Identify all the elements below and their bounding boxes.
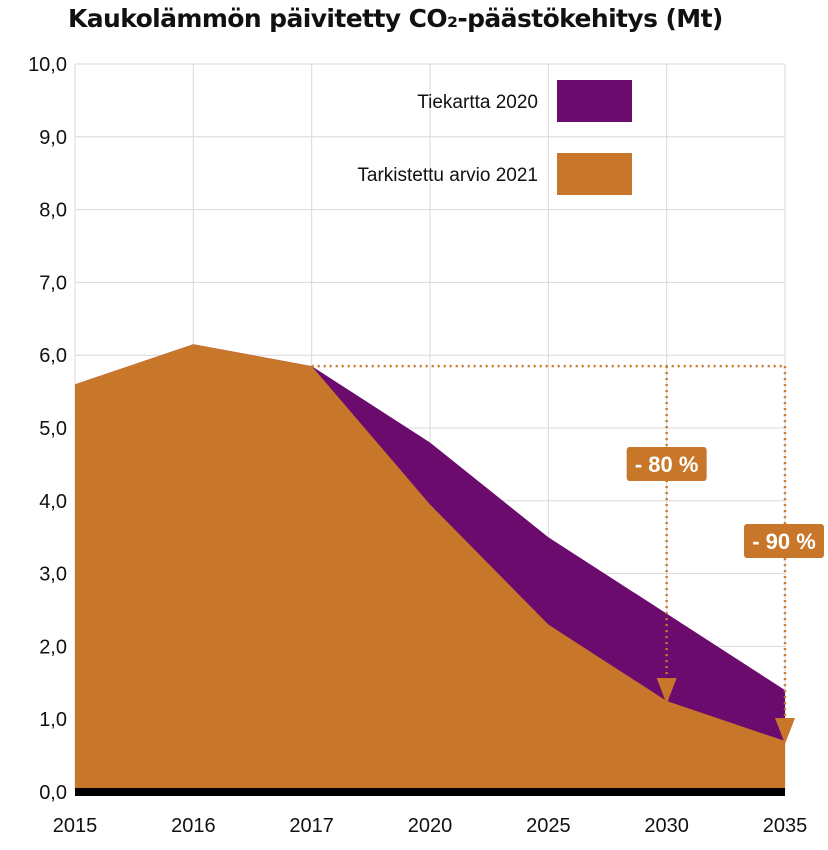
- y-tick-label: 7,0: [39, 272, 67, 294]
- reduction-badge-label: - 80 %: [635, 452, 699, 477]
- y-tick-label: 10,0: [28, 54, 67, 76]
- y-tick-label: 4,0: [39, 491, 67, 513]
- y-tick-label: 2,0: [39, 636, 67, 658]
- reduction-arrow-head: [775, 718, 795, 745]
- x-axis-baseline: [75, 788, 785, 796]
- x-tick-label: 2030: [644, 815, 689, 837]
- area-series: [75, 344, 785, 792]
- legend-swatch: [557, 153, 632, 195]
- legend: Tiekartta 2020 Tarkistettu arvio 2021: [357, 80, 632, 195]
- x-tick-label: 2025: [526, 815, 571, 837]
- reduction-badge: [626, 447, 707, 481]
- legend-swatch: [557, 80, 632, 122]
- y-tick-label: 6,0: [39, 345, 67, 367]
- annotations: - 80 % - 90 %: [311, 364, 824, 745]
- legend-label: Tarkistettu arvio 2021: [357, 165, 538, 186]
- y-tick-label: 0,0: [39, 782, 67, 804]
- y-tick-label: 1,0: [39, 709, 67, 731]
- axes: 0,0 1,0 2,0 3,0 4,0 5,0 6,0 7,0 8,0 9,0 10,0 2015 20…: [28, 54, 807, 837]
- legend-label: Tiekartta 2020: [417, 92, 538, 113]
- x-tick-label: 2035: [763, 815, 808, 837]
- y-tick-label: 3,0: [39, 564, 67, 586]
- x-tick-label: 2016: [171, 815, 216, 837]
- x-tick-label: 2015: [53, 815, 98, 837]
- chart-title: Kaukolämmön päivitetty CO₂-päästökehitys…: [68, 4, 723, 33]
- x-tick-label: 2020: [408, 815, 453, 837]
- y-tick-label: 5,0: [39, 418, 67, 440]
- y-tick-label: 9,0: [39, 127, 67, 149]
- reduction-arrow-head: [656, 678, 677, 704]
- y-tick-label: 8,0: [39, 200, 67, 222]
- reduction-badge-label: - 90 %: [752, 529, 816, 554]
- x-tick-label: 2017: [289, 815, 334, 837]
- reduction-badge: [744, 524, 824, 558]
- area-series: [75, 344, 785, 792]
